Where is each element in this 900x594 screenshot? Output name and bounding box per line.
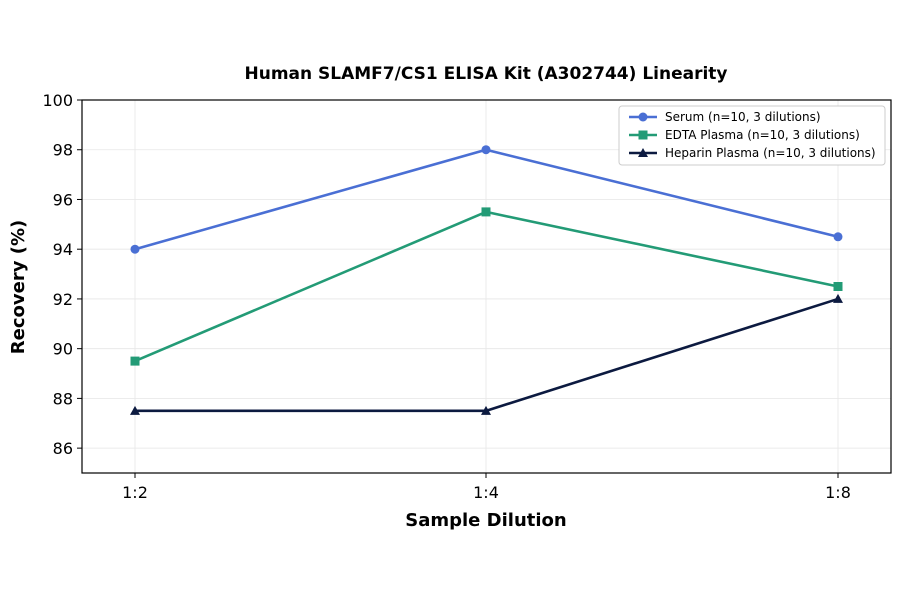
series-2 [130, 207, 843, 366]
y-tick-label: 88 [53, 389, 73, 408]
series-3 [130, 293, 843, 415]
data-point-triangle [833, 293, 843, 303]
y-axis-label: Recovery (%) [8, 220, 29, 354]
series-1 [130, 145, 843, 254]
data-point-triangle [130, 405, 140, 415]
legend-item: EDTA Plasma (n=10, 3 dilutions) [629, 128, 860, 142]
legend-label: Heparin Plasma (n=10, 3 dilutions) [665, 146, 876, 160]
legend-marker [638, 112, 648, 122]
series-line [134, 210, 839, 363]
x-tick-label: 1:4 [473, 483, 499, 502]
y-tick-label: 100 [42, 91, 73, 110]
data-point-triangle [481, 405, 491, 415]
legend: Serum (n=10, 3 dilutions) EDTA Plasma (n=… [618, 105, 886, 166]
data-point-circle [481, 145, 491, 155]
y-tick-label: 94 [53, 240, 73, 259]
legend-marker [638, 130, 648, 140]
y-tick-label: 92 [53, 290, 73, 309]
data-point-circle [833, 232, 843, 242]
data-point-square [481, 207, 491, 217]
x-tick-label: 1:2 [122, 483, 148, 502]
data-point-circle [130, 244, 140, 254]
legend-box [618, 105, 886, 166]
series-layer [130, 145, 843, 415]
legend-label: Serum (n=10, 3 dilutions) [665, 110, 821, 124]
legend-marker [638, 148, 648, 157]
y-tick-label: 96 [53, 190, 73, 209]
y-tick-label: 98 [53, 141, 73, 160]
legend-label: EDTA Plasma (n=10, 3 dilutions) [665, 128, 860, 142]
y-tick-label: 90 [53, 340, 73, 359]
chart-title: Human SLAMF7/CS1 ELISA Kit (A302744) Lin… [244, 64, 727, 84]
data-point-square [833, 282, 843, 291]
x-axis-label: Sample Dilution [405, 510, 566, 531]
legend-item: Heparin Plasma (n=10, 3 dilutions) [629, 146, 876, 160]
y-tick-label: 86 [53, 439, 73, 458]
x-tick-label: 1:8 [825, 483, 851, 502]
data-point-square [130, 356, 140, 366]
axes: 86 88 90 92 94 96 98 100 1:2 1:4 1:8 [42, 91, 850, 502]
legend-item: Serum (n=10, 3 dilutions) [629, 110, 821, 124]
